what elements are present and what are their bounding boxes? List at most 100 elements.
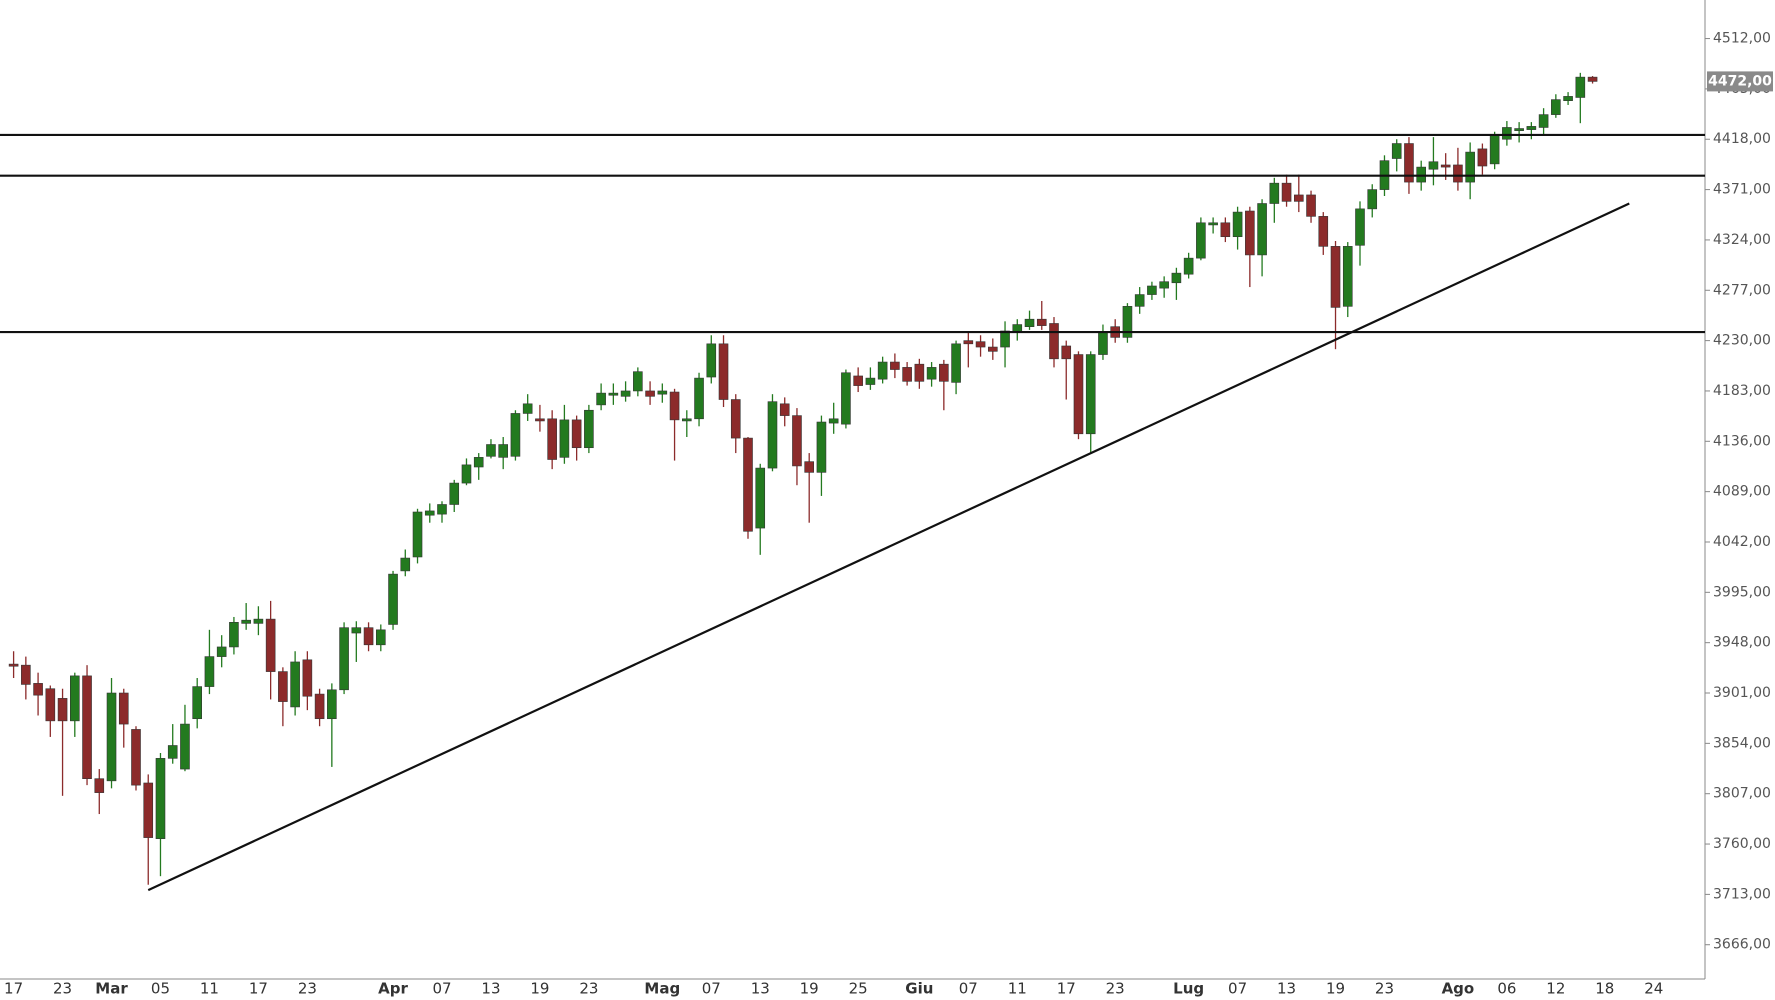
- candle-body: [1049, 323, 1059, 360]
- candle-body: [755, 467, 766, 529]
- y-tick-label: 4089,00: [1713, 484, 1771, 500]
- candle-body: [131, 729, 141, 786]
- y-tick-label: 3948,00: [1713, 635, 1771, 651]
- candle-body: [118, 692, 129, 725]
- candle-body: [1404, 143, 1414, 183]
- y-tick-label: 4418,00: [1713, 131, 1771, 147]
- candle-body: [375, 629, 386, 646]
- x-tick-label: Ago: [1442, 980, 1475, 998]
- candle-body: [1098, 331, 1108, 355]
- candle-body: [877, 361, 888, 380]
- candle-body: [253, 618, 264, 624]
- x-tick-label: Mar: [95, 980, 128, 998]
- candle-body: [1245, 210, 1255, 256]
- candle-body: [730, 399, 741, 439]
- y-tick-label: 4512,00: [1713, 31, 1771, 47]
- y-tick-label: 3760,00: [1713, 836, 1771, 852]
- x-tick-label: 07: [959, 980, 978, 998]
- candle-body: [841, 372, 851, 425]
- candle-body: [1367, 189, 1378, 210]
- last-price-box: [1707, 71, 1773, 92]
- candle-body: [1575, 76, 1586, 98]
- candle-body: [351, 627, 362, 634]
- candle-body: [657, 390, 668, 395]
- candle-body: [865, 377, 876, 385]
- candle-body: [1477, 148, 1488, 167]
- x-tick-label: 07: [432, 980, 451, 998]
- last-price-label: 4472,00: [1708, 73, 1772, 89]
- candle-body: [1269, 182, 1280, 204]
- y-tick-label: 3807,00: [1713, 786, 1771, 802]
- candle-body: [424, 510, 435, 516]
- x-tick-label: 11: [1008, 980, 1027, 998]
- candle-body: [1330, 246, 1341, 308]
- x-tick-label: Lug: [1173, 980, 1204, 998]
- candle-body: [1036, 318, 1047, 326]
- candle-body: [633, 371, 643, 392]
- candle-body: [265, 618, 276, 672]
- candle-body: [1024, 318, 1035, 327]
- candle-body: [180, 723, 190, 770]
- candle-body: [535, 418, 545, 422]
- y-tick-label: 3995,00: [1713, 584, 1771, 600]
- candle-body: [584, 409, 594, 449]
- candle-body: [302, 659, 313, 697]
- x-tick-label: Apr: [378, 980, 408, 998]
- candle-body: [608, 392, 619, 396]
- candle-body: [1428, 161, 1439, 170]
- candle-body: [412, 511, 423, 558]
- x-tick-label: Mag: [644, 980, 680, 998]
- x-tick-label: 17: [249, 980, 268, 998]
- y-tick-label: 3713,00: [1713, 886, 1771, 902]
- candle-body: [278, 671, 288, 702]
- x-tick-label: 05: [151, 980, 170, 998]
- candle-body: [45, 688, 56, 722]
- candle-body: [987, 346, 998, 352]
- candle-body: [902, 367, 912, 382]
- x-tick-label: 23: [1106, 980, 1125, 998]
- candle-body: [70, 675, 80, 722]
- candle-body: [1171, 272, 1182, 284]
- candle-body: [1489, 134, 1500, 165]
- candle-body: [816, 421, 827, 473]
- candle-body: [559, 419, 570, 458]
- candle-body: [327, 689, 337, 720]
- x-tick-label: 17: [4, 980, 23, 998]
- y-tick-label: 3666,00: [1713, 937, 1771, 953]
- candle-body: [645, 390, 655, 397]
- candle-body: [963, 340, 974, 345]
- candle-body: [437, 504, 447, 515]
- candle-body: [1526, 126, 1537, 130]
- candle-body: [33, 683, 43, 696]
- candle-body: [21, 664, 31, 685]
- trend-line: [147, 202, 1630, 892]
- candle-body: [853, 375, 863, 386]
- candle-body: [779, 403, 790, 416]
- x-tick-label: Giu: [905, 980, 933, 998]
- x-tick-label: 07: [1228, 980, 1247, 998]
- candle-body: [473, 457, 484, 468]
- candle-body: [1122, 306, 1133, 338]
- x-tick-label: 13: [481, 980, 500, 998]
- candle-body: [339, 627, 349, 691]
- candle-body: [498, 444, 509, 458]
- candle-body: [1318, 216, 1329, 247]
- candle-body: [1012, 324, 1023, 333]
- candle-body: [522, 403, 533, 414]
- candle-body: [951, 343, 961, 383]
- candle-body: [388, 573, 398, 625]
- candle-body: [82, 675, 92, 780]
- candle-body: [767, 401, 778, 469]
- x-tick-label: 25: [849, 980, 868, 998]
- candle-body: [143, 782, 154, 838]
- x-tick-label: 06: [1497, 980, 1516, 998]
- candle-body: [1563, 96, 1573, 101]
- candle-body: [57, 698, 68, 722]
- x-tick-label: 24: [1644, 980, 1663, 998]
- candle-body: [363, 627, 374, 646]
- candle-body: [229, 622, 239, 648]
- y-tick-label: 4183,00: [1713, 383, 1771, 399]
- candle-body: [681, 418, 692, 422]
- x-tick-label: 23: [1375, 980, 1394, 998]
